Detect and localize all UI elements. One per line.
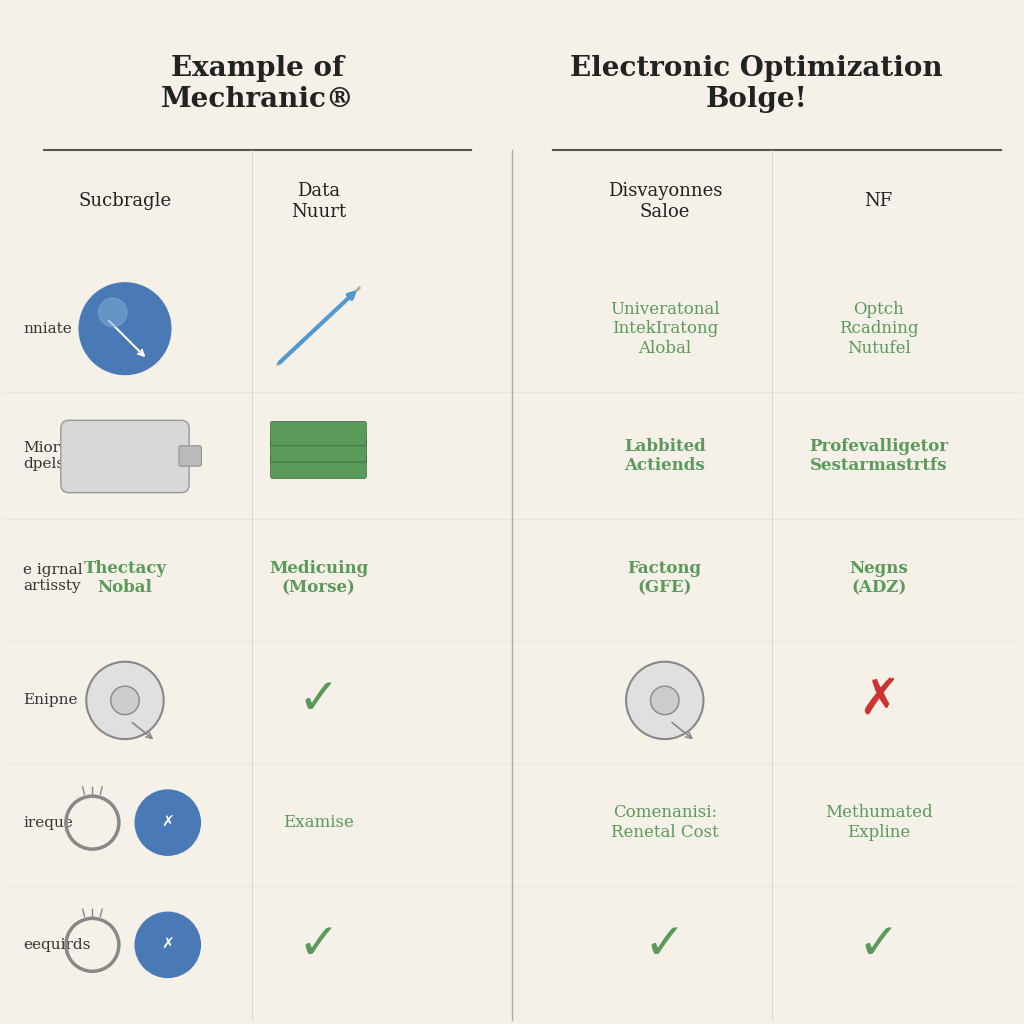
Text: Profevalligetor
Sestarmastrtfs: Profevalligetor Sestarmastrtfs (809, 437, 948, 474)
Text: Disvayonnes
Saloe: Disvayonnes Saloe (607, 182, 722, 221)
Text: ✓: ✓ (644, 921, 686, 969)
Text: Enipne: Enipne (24, 693, 78, 708)
Circle shape (135, 912, 201, 978)
Text: Thectacy
Nobal: Thectacy Nobal (83, 560, 167, 597)
Circle shape (135, 791, 201, 855)
Text: Univeratonal
IntekIratong
Alobal: Univeratonal IntekIratong Alobal (610, 301, 720, 356)
Text: ireque: ireque (24, 816, 73, 829)
Text: Electronic Optimization
Bolge!: Electronic Optimization Bolge! (570, 55, 943, 114)
Text: e igrnal
artissty: e igrnal artissty (24, 563, 83, 593)
Text: Miore
dpels: Miore dpels (24, 441, 70, 471)
Text: nniate: nniate (24, 322, 72, 336)
Circle shape (650, 686, 679, 715)
Circle shape (98, 298, 127, 327)
Text: NF: NF (864, 193, 893, 210)
Text: ✓: ✓ (298, 677, 339, 724)
Text: Methumated
Expline: Methumated Expline (824, 804, 933, 841)
FancyBboxPatch shape (270, 437, 367, 462)
FancyBboxPatch shape (179, 445, 202, 466)
Circle shape (79, 283, 171, 375)
Text: ✗: ✗ (162, 815, 174, 830)
Text: Example of
Mechranic®: Example of Mechranic® (161, 55, 354, 114)
Circle shape (626, 662, 703, 739)
Text: ✓: ✓ (298, 921, 339, 969)
Text: Examise: Examise (283, 814, 354, 831)
Text: Data
Nuurt: Data Nuurt (291, 182, 346, 221)
FancyBboxPatch shape (270, 454, 367, 478)
Text: ✗: ✗ (162, 937, 174, 952)
Text: eequirds: eequirds (24, 938, 90, 952)
Text: Labbited
Actiends: Labbited Actiends (624, 437, 706, 474)
Circle shape (86, 662, 164, 739)
Text: Comenanisi:
Renetal Cost: Comenanisi: Renetal Cost (611, 804, 719, 841)
Text: ✓: ✓ (858, 921, 899, 969)
Text: Factong
(GFE): Factong (GFE) (628, 560, 701, 597)
Text: Negns
(ADZ): Negns (ADZ) (849, 560, 908, 597)
FancyBboxPatch shape (270, 421, 367, 445)
Circle shape (111, 686, 139, 715)
Text: Optch
Rcadning
Nutufel: Optch Rcadning Nutufel (839, 301, 919, 356)
FancyBboxPatch shape (60, 420, 189, 493)
Text: ✗: ✗ (858, 677, 899, 724)
Text: Medicuing
(Morse): Medicuing (Morse) (269, 560, 368, 597)
Text: Sucbragle: Sucbragle (79, 193, 172, 210)
